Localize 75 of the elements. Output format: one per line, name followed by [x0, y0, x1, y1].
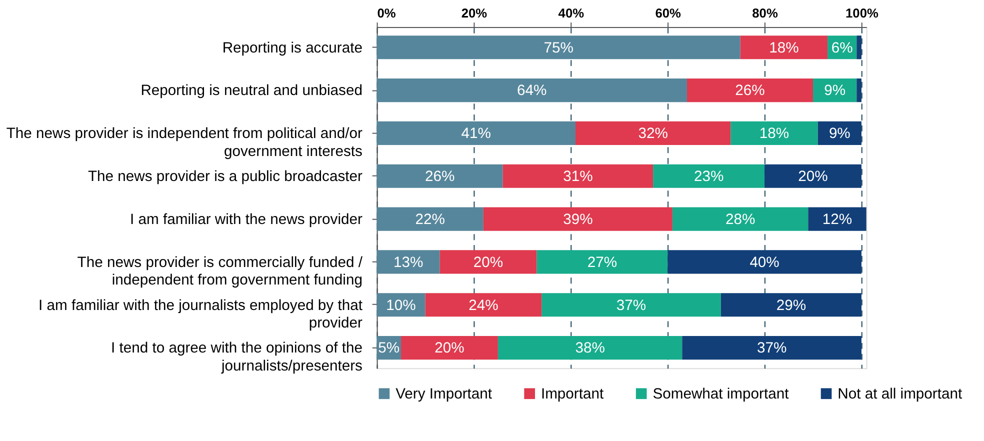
x-tick-label: 40% [558, 6, 585, 21]
bar [401, 336, 498, 360]
data-label: 38% [575, 340, 605, 357]
bar [764, 164, 862, 188]
data-label: 26% [735, 83, 765, 100]
data-label: 13% [393, 254, 424, 271]
data-label: 29% [776, 298, 806, 314]
data-label: 28% [725, 212, 756, 228]
x-tick-label: 60% [655, 6, 682, 21]
bar [376, 121, 576, 146]
bar [376, 207, 484, 231]
x-tick-label: 0% [377, 6, 396, 21]
y-tick-label: The news provider is commercially funded / independent from government funding [77, 254, 364, 289]
data-label: 22% [415, 212, 445, 228]
data-label: 9% [828, 126, 850, 142]
data-label: 9% [824, 83, 846, 100]
bar [668, 250, 862, 274]
data-label: 18% [769, 40, 799, 56]
y-tick-label: Reporting is neutral and unbiased [140, 83, 362, 100]
data-label: 23% [694, 169, 724, 186]
bar [672, 207, 808, 231]
legend-label: Very Important [396, 386, 493, 403]
data-label: 41% [461, 126, 491, 142]
data-label: 39% [563, 212, 593, 228]
bar [808, 207, 866, 231]
bar [576, 121, 731, 146]
y-tick-label: The news provider is a public broadcaster [88, 169, 362, 186]
legend-label: Important [540, 386, 604, 403]
bar [856, 36, 862, 60]
data-label: 32% [638, 126, 668, 142]
bar [720, 293, 862, 317]
data-label: 75% [544, 40, 574, 56]
y-tick-label: I tend to agree with the opinions of the journalists/presenters [111, 340, 362, 375]
legend-label: Somewhat important [652, 386, 790, 403]
data-label: 20% [473, 254, 504, 271]
bar [376, 78, 687, 102]
data-label: 20% [798, 169, 828, 186]
bar [730, 121, 818, 146]
data-label: 10% [386, 298, 416, 314]
bar [536, 250, 668, 274]
data-label: 26% [424, 169, 455, 186]
bar [502, 164, 654, 188]
bar [653, 164, 765, 188]
data-label: 37% [756, 340, 787, 357]
bar [483, 207, 672, 231]
x-tick-label: 80% [752, 6, 778, 21]
data-label: 24% [468, 298, 498, 314]
bar [856, 78, 862, 102]
data-label: 27% [587, 254, 618, 271]
y-tick-label: Reporting is accurate [222, 40, 362, 56]
data-label: 20% [434, 340, 464, 357]
data-label: 31% [563, 169, 593, 186]
legend-label: Not at all important [838, 386, 963, 403]
data-label: 40% [750, 254, 780, 271]
data-label: 5% [378, 340, 400, 357]
bar [440, 250, 537, 274]
y-tick-label: I am familiar with the news provider [130, 212, 362, 228]
bar [542, 293, 721, 317]
bar [498, 336, 682, 360]
bar [425, 293, 542, 317]
data-label: 12% [822, 212, 852, 228]
x-tick-label: 20% [461, 6, 488, 21]
bar [376, 250, 440, 274]
y-tick-label: The news provider is independent from political and/or government interests [6, 126, 363, 160]
x-tick-label: 100% [846, 6, 879, 21]
data-label: 18% [759, 126, 790, 142]
data-label: 37% [616, 298, 646, 314]
data-label: 64% [517, 83, 547, 100]
bar [376, 164, 503, 188]
y-tick-label: I am familiar with the journalists employed by that provider [38, 298, 364, 332]
bar [376, 36, 740, 60]
bar [686, 78, 813, 102]
bar [740, 36, 828, 60]
bar [682, 336, 862, 360]
data-label: 6% [831, 40, 853, 56]
